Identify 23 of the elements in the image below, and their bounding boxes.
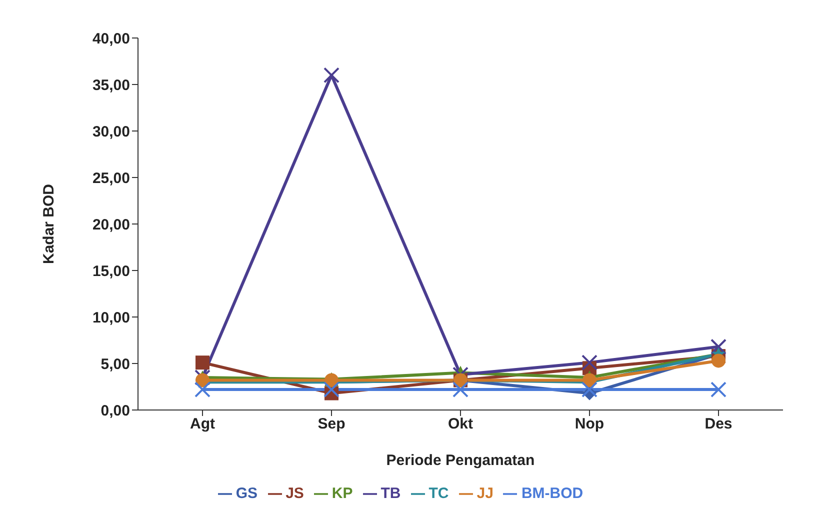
legend-label: TB (380, 485, 401, 502)
legend-label: TC (428, 485, 449, 502)
legend-label: JS (286, 485, 304, 502)
y-tick-label: 30,00 (92, 123, 130, 140)
x-axis-title: Periode Pengamatan (386, 452, 535, 469)
x-tick-label: Sep (318, 416, 346, 433)
x-tick-label: Nop (574, 416, 604, 433)
y-tick-label: 25,00 (92, 170, 130, 187)
y-axis-title: Kadar BOD (40, 184, 58, 264)
legend-label: JJ (476, 485, 494, 502)
x-tick-label: Okt (448, 416, 474, 433)
y-tick-label: 40,00 (92, 30, 130, 48)
legend-label: GS (236, 485, 258, 502)
y-tick-label: 35,00 (92, 76, 130, 94)
x-tick-label: Des (704, 416, 732, 433)
y-tick-label: 20,00 (92, 216, 130, 234)
legend-label: BM-BOD (521, 485, 584, 502)
x-tick-label: Agt (190, 416, 215, 433)
y-tick-label: 10,00 (92, 309, 130, 326)
y-tick-label: 15,00 (92, 262, 130, 280)
y-tick-label: 5,00 (100, 356, 130, 373)
legend-label: KP (332, 485, 353, 502)
y-tick-label: 0,00 (100, 402, 130, 420)
